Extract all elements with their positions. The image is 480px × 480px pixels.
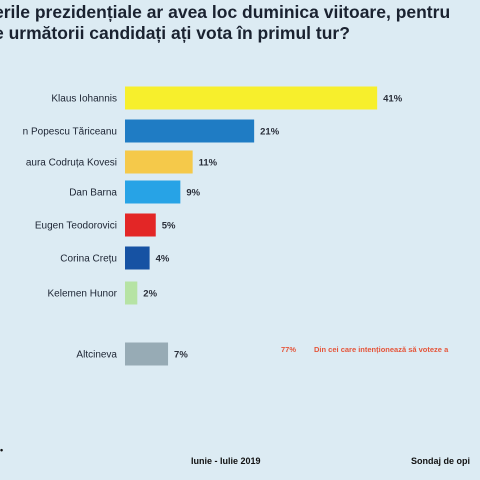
chart-title-line-2: e următorii candidați ați vota în primul… xyxy=(0,23,350,43)
turnout-note-value: 77% xyxy=(281,345,297,354)
footer-mark: • xyxy=(0,445,4,455)
bar xyxy=(125,150,193,174)
value-label: 21% xyxy=(260,127,280,138)
category-label: Corina Crețu xyxy=(60,254,117,265)
bar xyxy=(125,86,378,110)
bar xyxy=(125,342,169,366)
value-label: 4% xyxy=(156,254,170,265)
value-label: 41% xyxy=(383,94,403,105)
category-label: Eugen Teodorovici xyxy=(35,221,117,232)
bar xyxy=(125,119,255,143)
footer-source: Sondaj de opi xyxy=(411,456,471,466)
category-label: aura Codruța Kovesi xyxy=(26,158,117,169)
bar xyxy=(125,180,181,204)
bar xyxy=(125,281,138,305)
value-label: 7% xyxy=(174,350,188,361)
value-label: 2% xyxy=(143,289,157,300)
category-label: Kelemen Hunor xyxy=(48,289,118,300)
value-label: 11% xyxy=(199,158,218,169)
turnout-note: 77% Din cei care intenționează să voteze … xyxy=(281,345,448,354)
chart-title-line-1: erile prezidențiale ar avea loc duminica… xyxy=(0,2,451,22)
value-label: 5% xyxy=(162,221,176,232)
category-label: Klaus Iohannis xyxy=(51,94,117,105)
footer-period: Iunie - Iulie 2019 xyxy=(191,456,261,466)
category-label: Altcineva xyxy=(76,350,117,361)
bar xyxy=(125,213,156,237)
chart-title: erile prezidențiale ar avea loc duminica… xyxy=(0,2,480,44)
category-label: Dan Barna xyxy=(69,188,117,199)
value-label: 9% xyxy=(186,188,200,199)
category-label: n Popescu Tăriceanu xyxy=(23,127,117,138)
bar xyxy=(125,246,150,270)
turnout-note-text: Din cei care intenționează să voteze a xyxy=(314,345,449,354)
